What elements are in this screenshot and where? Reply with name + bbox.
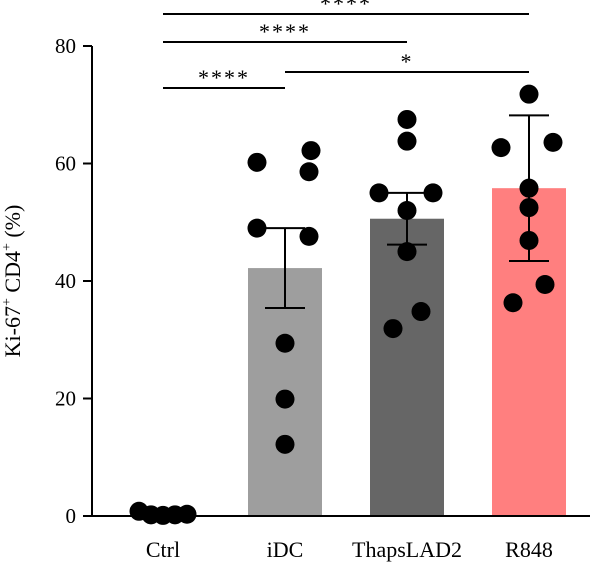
- data-point: [519, 84, 539, 104]
- data-point: [275, 434, 295, 454]
- category-label: iDC: [267, 537, 304, 562]
- y-tick-label: 80: [55, 34, 76, 58]
- data-point: [275, 389, 295, 409]
- data-point: [177, 504, 197, 524]
- bars-layer: [248, 188, 566, 517]
- data-point: [275, 333, 295, 353]
- significance-label: *: [401, 49, 414, 74]
- data-point: [397, 109, 417, 129]
- significance-label: ****: [198, 65, 250, 90]
- y-axis-title-sup: +: [0, 298, 15, 306]
- significance-label: ****: [320, 0, 372, 16]
- data-point: [543, 132, 563, 152]
- data-point: [519, 230, 539, 250]
- data-point: [299, 162, 319, 182]
- data-point: [535, 275, 555, 295]
- category-label: ThapsLAD2: [352, 537, 462, 562]
- category-labels-layer: Ctrl iDC ThapsLAD2 R848: [146, 537, 553, 562]
- bar-thapslad2: [370, 218, 444, 516]
- significance-layer: *************: [163, 0, 529, 90]
- y-tick-label: 0: [66, 504, 77, 528]
- data-point: [247, 152, 267, 172]
- data-point: [301, 141, 321, 161]
- data-point: [491, 138, 511, 158]
- y-ticks-layer: 0 20 40 60 80: [55, 34, 92, 528]
- data-point: [397, 201, 417, 220]
- data-point: [397, 131, 417, 151]
- points-layer: [129, 84, 563, 525]
- significance-label: ****: [259, 19, 311, 44]
- y-tick-label: 60: [55, 152, 76, 176]
- y-axis-title: Ki-67+ CD4+ (%): [0, 205, 25, 358]
- data-point: [383, 319, 403, 339]
- y-tick-label: 40: [55, 269, 76, 293]
- data-point: [423, 183, 443, 203]
- y-axis-title-part: CD4: [0, 251, 25, 298]
- data-point: [299, 226, 319, 246]
- data-point: [519, 198, 539, 218]
- category-label: Ctrl: [146, 537, 180, 562]
- data-point: [503, 293, 523, 313]
- y-axis-title-part: (%): [0, 205, 25, 243]
- category-label: R848: [505, 537, 553, 562]
- data-point: [397, 242, 417, 262]
- y-axis-title-part: Ki-67: [0, 306, 25, 357]
- data-point: [519, 178, 539, 198]
- y-tick-label: 20: [55, 387, 76, 411]
- data-point: [411, 302, 431, 322]
- data-point: [369, 183, 389, 203]
- data-point: [247, 218, 267, 238]
- y-axis-title-sup: +: [0, 243, 15, 251]
